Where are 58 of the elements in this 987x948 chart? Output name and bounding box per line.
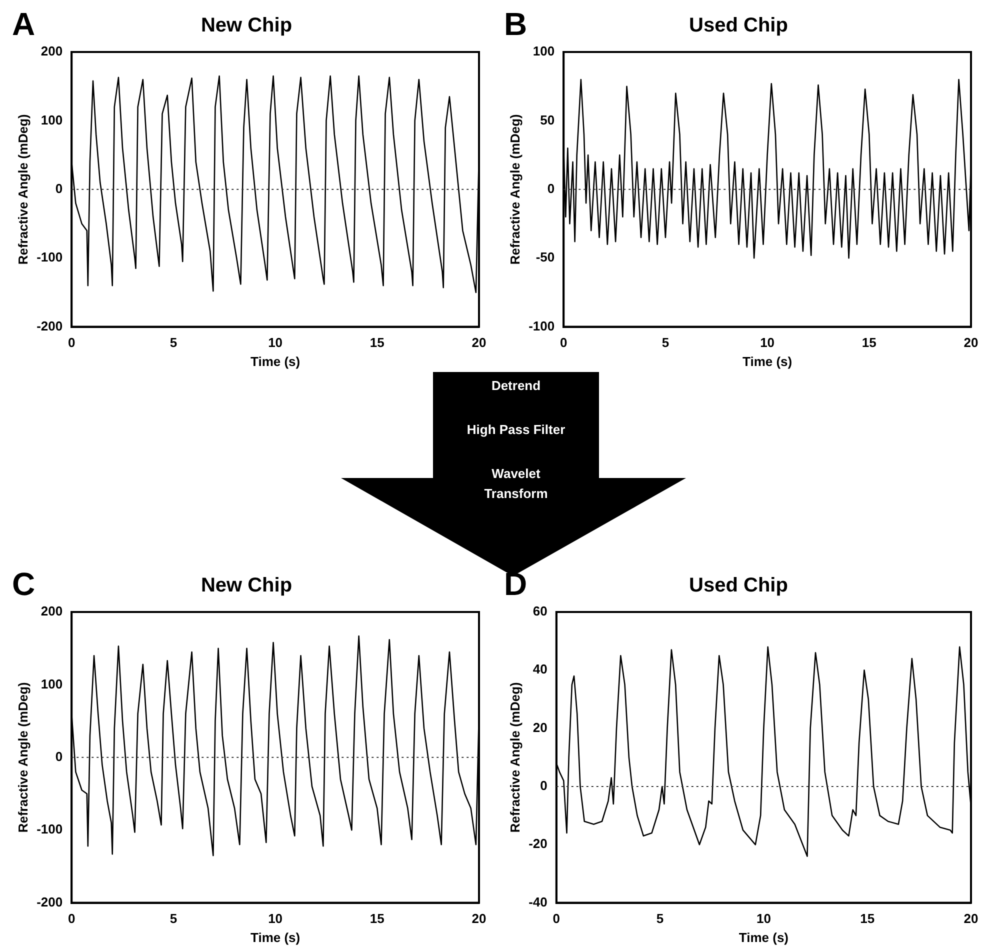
y-tick-label: 100 (40, 112, 63, 128)
y-tick-label: -200 (36, 318, 63, 334)
chart-title: New Chip (200, 14, 292, 37)
y-tick-label: 0 (55, 180, 63, 196)
text: A (12, 6, 36, 42)
y-tick-label: 20 (532, 720, 548, 735)
x-tick-label: 5 (170, 335, 178, 350)
y-tick-label: 0 (547, 180, 555, 196)
y-tick-label: 200 (40, 604, 63, 619)
y-tick-label: -50 (536, 250, 555, 265)
y-tick-label: 0 (55, 748, 63, 764)
x-tick-label: 20 (472, 335, 486, 350)
x-tick-label: 10 (760, 335, 775, 350)
x-tick-label: 5 (170, 911, 178, 926)
x-tick-label: 15 (370, 335, 384, 350)
text: Detrend (490, 377, 542, 395)
y-axis-title: Refractive Angle (mDeg) (15, 114, 30, 265)
y-axis-title: Refractive Angle (mDeg) (507, 114, 522, 265)
x-tick-label: 0 (68, 911, 76, 926)
text: B (504, 6, 528, 42)
y-tick-label: -20 (528, 836, 548, 852)
y-tick-label: 100 (532, 44, 555, 59)
text: High Pass Filter (466, 421, 566, 439)
x-axis-title: Time (s) (250, 354, 300, 369)
y-tick-label: 100 (40, 676, 63, 692)
y-tick-label: 40 (532, 662, 548, 677)
x-tick-label: 5 (662, 335, 670, 350)
x-tick-label: 10 (268, 335, 283, 350)
text: Wavelet Transform (483, 465, 549, 503)
x-tick-label: 15 (370, 911, 384, 926)
text: C (12, 566, 36, 602)
chart-title: Used Chip (689, 14, 788, 37)
y-tick-label: 0 (540, 778, 548, 794)
y-tick-label: 50 (540, 112, 555, 128)
x-tick-label: 15 (862, 335, 876, 350)
chart-title: New Chip (200, 574, 292, 597)
x-axis-title: Time (s) (742, 354, 792, 369)
y-tick-label: 60 (532, 604, 548, 619)
x-axis-title: Time (s) (738, 930, 788, 945)
y-tick-label: -100 (36, 822, 63, 837)
y-tick-label: 200 (40, 44, 63, 59)
x-tick-label: 20 (964, 911, 978, 926)
x-tick-label: 20 (472, 911, 486, 926)
y-axis-title: Refractive Angle (mDeg) (15, 682, 30, 833)
x-tick-label: 0 (68, 335, 76, 350)
y-tick-label: -100 (36, 250, 63, 265)
x-tick-label: 0 (560, 335, 568, 350)
x-tick-label: 10 (756, 911, 771, 926)
x-tick-label: 5 (656, 911, 664, 926)
x-tick-label: 15 (860, 911, 875, 926)
y-tick-label: -100 (528, 318, 555, 334)
x-axis-title: Time (s) (250, 930, 300, 945)
y-axis-title: Refractive Angle (mDeg) (507, 682, 522, 833)
chart-title: Used Chip (689, 574, 788, 597)
y-tick-label: -200 (36, 894, 63, 910)
x-tick-label: 20 (964, 335, 978, 350)
x-tick-label: 10 (268, 911, 283, 926)
y-tick-label: -40 (528, 894, 548, 910)
